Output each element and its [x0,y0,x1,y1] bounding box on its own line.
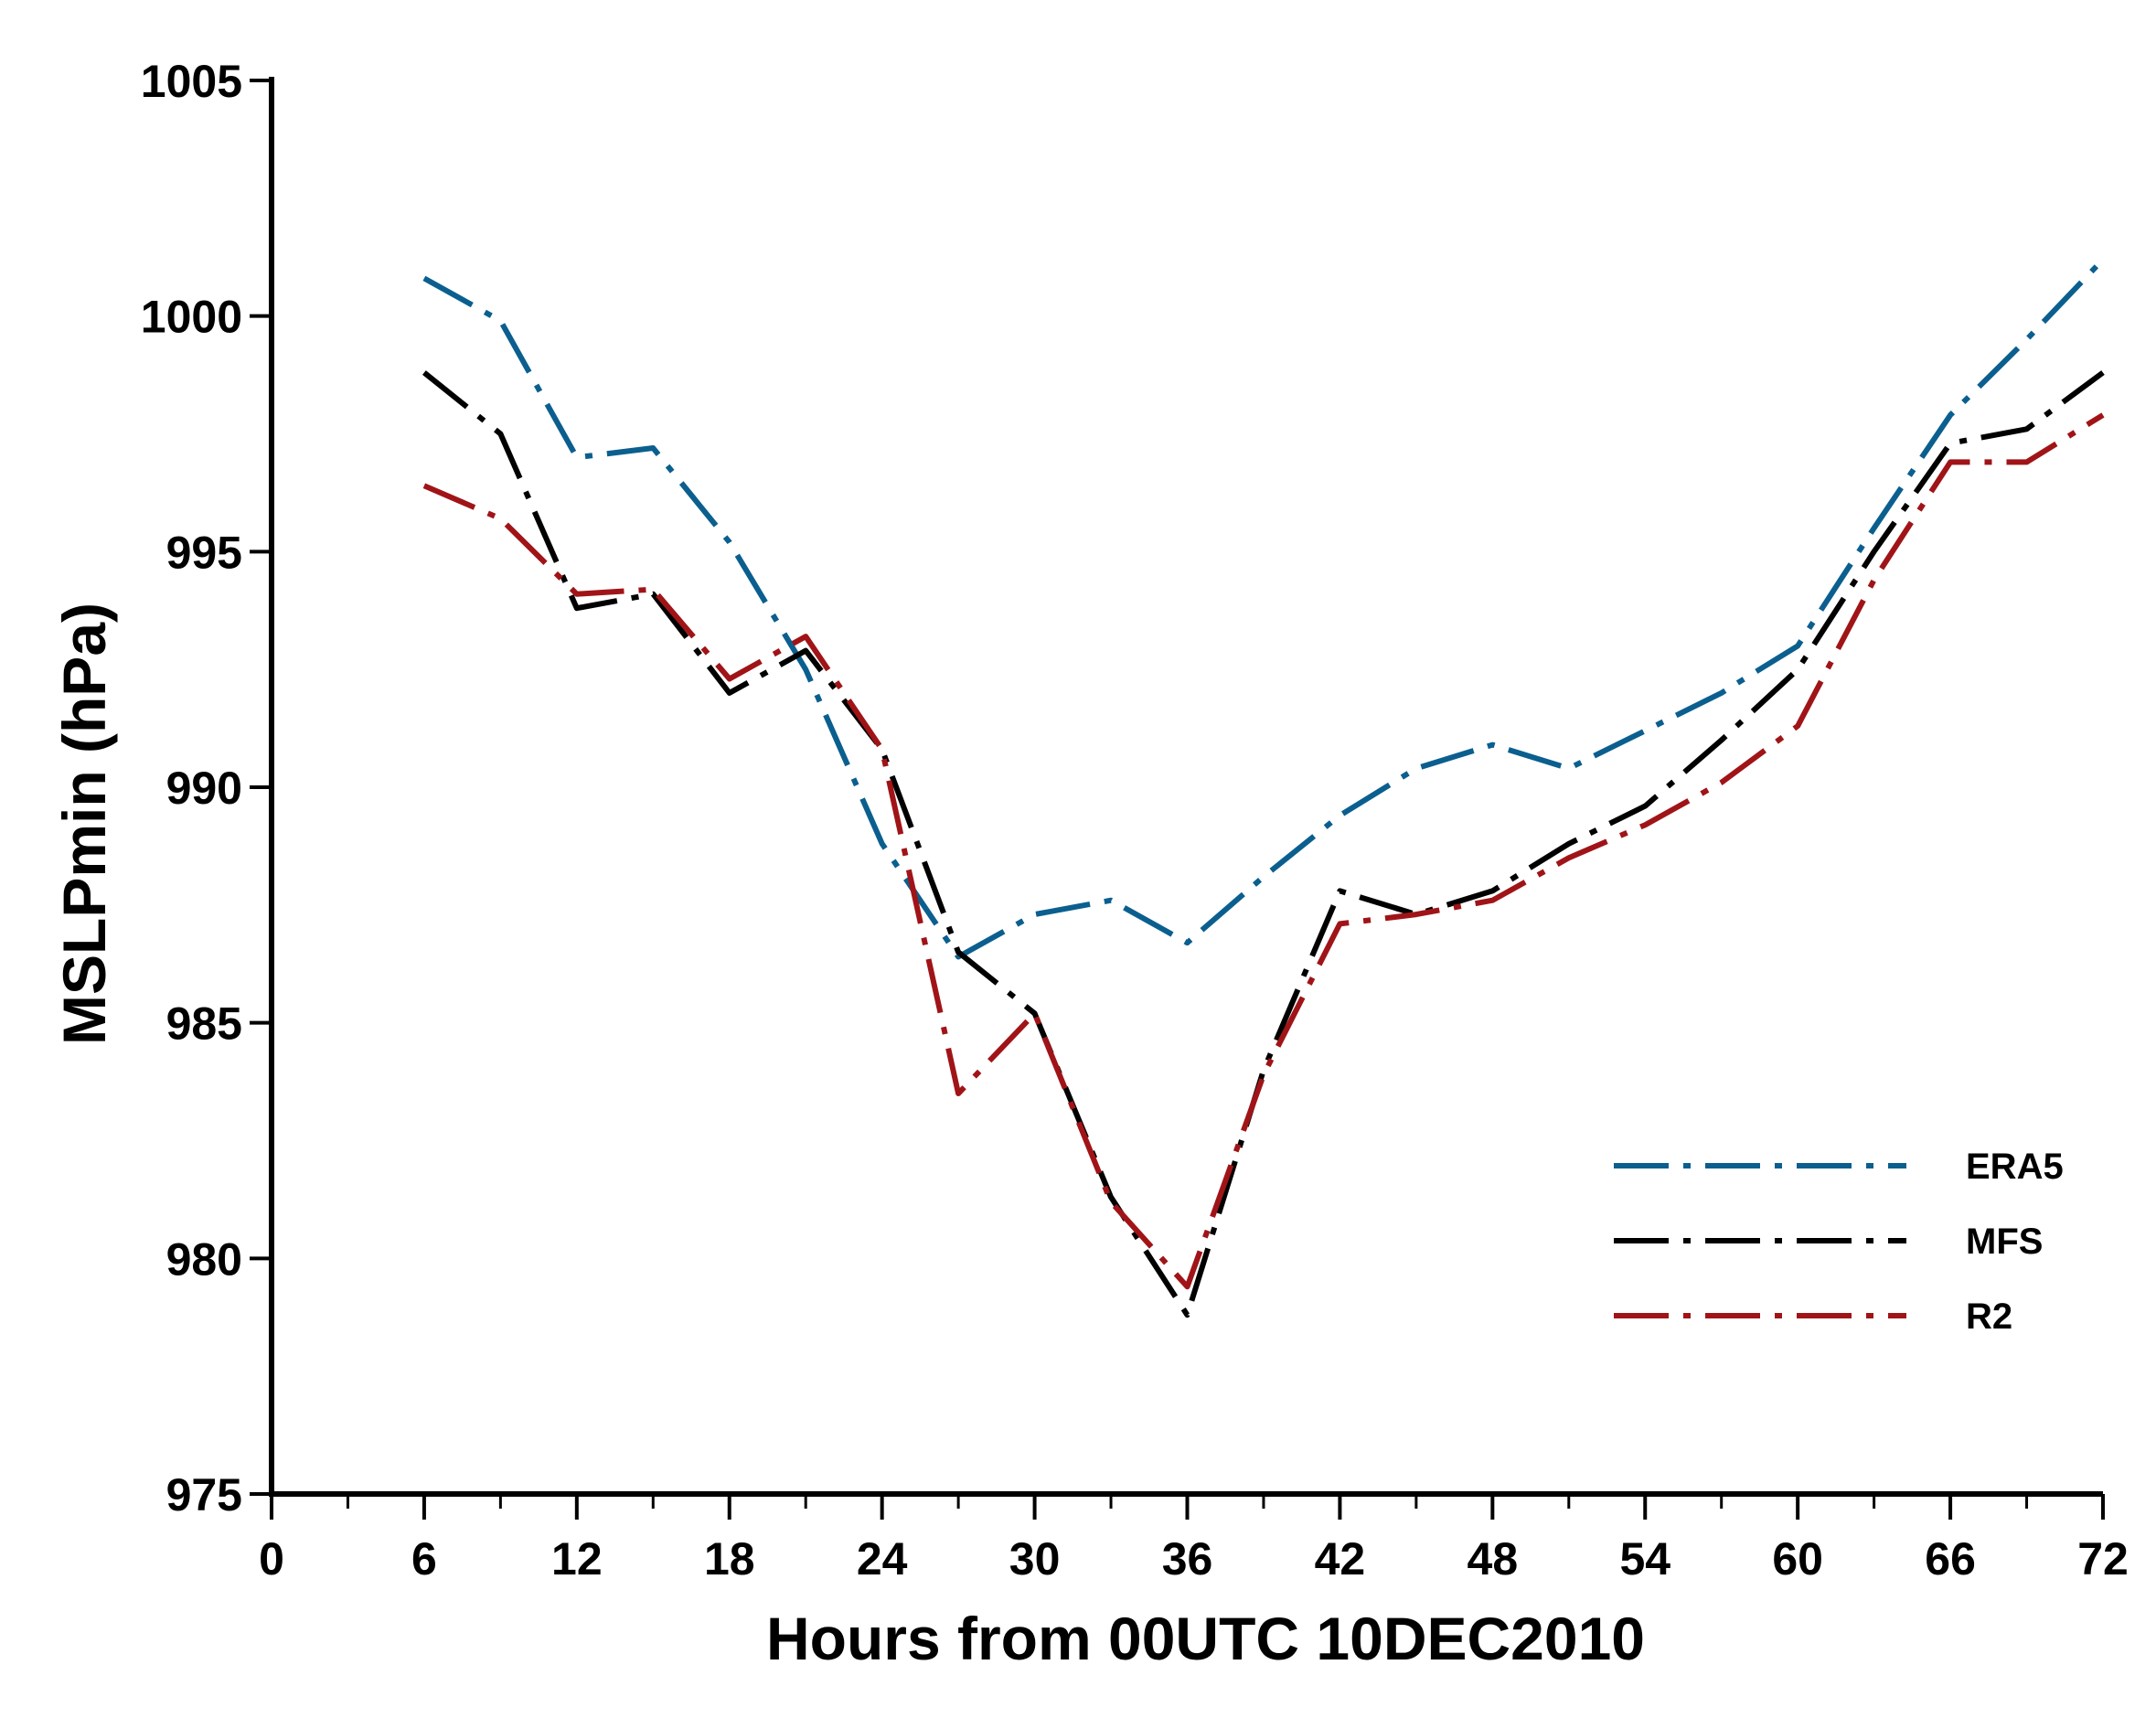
y-tick-label: 990 [166,763,242,814]
x-tick-label: 72 [2077,1533,2129,1585]
y-tick-label: 1000 [141,292,242,343]
x-tick-label: 54 [1619,1533,1670,1585]
plot-lines [422,257,2106,1318]
y-tick-label: 995 [166,527,242,578]
series-line-mfs [422,370,2105,1318]
y-axis-title: MSLPmin (hPa) [50,603,118,1045]
x-tick-label: 0 [259,1533,284,1585]
series-line-r2 [422,412,2105,1290]
x-tick-label: 12 [551,1533,603,1585]
legend-label-mfs: MFS [1966,1222,2043,1262]
x-tick-label: 42 [1315,1533,1366,1585]
y-tick-label: 1005 [141,56,242,107]
legend-label-era5: ERA5 [1966,1147,2064,1187]
y-tick-label: 975 [166,1469,242,1521]
x-tick-label: 66 [1925,1533,1976,1585]
ticks: 0 6 12 18 24 30 36 42 48 54 60 66 72 975 980 985 990 995 1… [141,56,2129,1585]
x-tick-label: 36 [1162,1533,1213,1585]
y-tick-label: 985 [166,998,242,1050]
x-tick-label: 30 [1009,1533,1061,1585]
y-tick-label: 980 [166,1233,242,1285]
x-tick-label: 6 [411,1533,437,1585]
x-tick-label: 24 [857,1533,908,1585]
x-tick-label: 18 [704,1533,755,1585]
series-line-era5 [422,257,2106,960]
x-tick-label: 48 [1468,1533,1519,1585]
x-tick-label: 60 [1772,1533,1823,1585]
legend-label-r2: R2 [1966,1297,2012,1337]
legend: ERA5 MFS R2 [1614,1147,2064,1337]
x-axis-title: Hours from 00UTC 10DEC2010 [766,1605,1645,1672]
